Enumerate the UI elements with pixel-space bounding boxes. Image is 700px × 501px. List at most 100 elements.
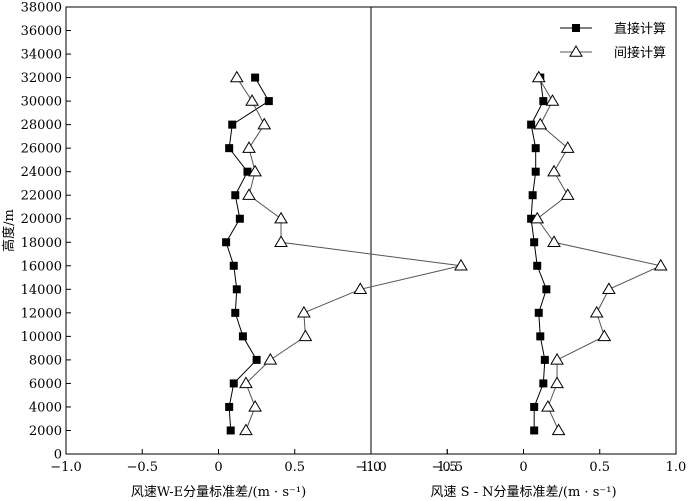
indirect-point bbox=[653, 258, 668, 271]
x-axis-label: 风速W-E分量标准差/(m · s⁻¹) bbox=[131, 485, 306, 500]
indirect-point bbox=[239, 423, 253, 436]
indirect-point bbox=[454, 258, 468, 271]
indirect-point bbox=[589, 305, 604, 318]
direct-point bbox=[238, 332, 247, 341]
y-tick-label: 0 bbox=[54, 448, 62, 463]
indirect-point bbox=[257, 117, 272, 130]
indirect-point bbox=[298, 329, 313, 342]
indirect-point bbox=[263, 352, 278, 365]
indirect-point bbox=[550, 376, 564, 389]
y-tick-label: 18000 bbox=[21, 236, 62, 251]
series-line-direct bbox=[225, 77, 270, 431]
y-tick-label: 38000 bbox=[21, 1, 62, 16]
direct-point bbox=[252, 355, 261, 364]
direct-point bbox=[226, 426, 235, 435]
series-line-indirect bbox=[236, 77, 462, 431]
y-tick-label: 22000 bbox=[21, 189, 62, 204]
indirect-point bbox=[560, 188, 575, 200]
direct-point bbox=[527, 214, 536, 223]
indirect-point bbox=[274, 235, 288, 247]
x-tick-label: 1.0 bbox=[361, 460, 382, 475]
series-line-direct bbox=[530, 77, 547, 431]
y-tick-label: 34000 bbox=[21, 48, 62, 63]
x-tick-label: 0 bbox=[214, 460, 222, 475]
y-tick-label: 36000 bbox=[21, 24, 62, 39]
direct-point bbox=[231, 191, 240, 200]
direct-point bbox=[222, 238, 231, 247]
y-tick-label: 12000 bbox=[21, 306, 62, 321]
direct-point bbox=[228, 120, 237, 129]
direct-point bbox=[531, 167, 540, 176]
direct-point bbox=[531, 144, 540, 153]
direct-point bbox=[229, 261, 238, 270]
indirect-point bbox=[551, 423, 566, 436]
indirect-point bbox=[545, 94, 560, 106]
x-tick-label: 0 bbox=[519, 460, 527, 475]
direct-point bbox=[225, 402, 234, 411]
indirect-point bbox=[541, 399, 555, 412]
indirect-point bbox=[297, 305, 311, 318]
direct-point bbox=[534, 308, 543, 317]
x-tick-label: −0.5 bbox=[431, 460, 463, 475]
direct-point bbox=[251, 73, 260, 82]
indirect-point bbox=[547, 235, 561, 247]
y-tick-label: 20000 bbox=[21, 212, 62, 227]
y-tick-label: 26000 bbox=[21, 142, 62, 157]
x-tick-label: −0.5 bbox=[126, 460, 158, 475]
direct-point bbox=[231, 308, 240, 317]
y-tick-label: 30000 bbox=[21, 95, 62, 110]
direct-point bbox=[235, 214, 244, 223]
indirect-point bbox=[602, 282, 616, 295]
indirect-point bbox=[242, 141, 256, 153]
direct-point bbox=[540, 355, 549, 364]
x-tick-label: 0.5 bbox=[589, 460, 610, 475]
x-tick-label: −1.0 bbox=[50, 460, 82, 475]
indirect-point bbox=[248, 399, 262, 412]
direct-point bbox=[533, 261, 542, 270]
direct-point bbox=[530, 426, 539, 435]
direct-point bbox=[528, 191, 537, 200]
indirect-point bbox=[531, 70, 546, 83]
x-axis-label: 风速 S - N分量标准差/(m · s⁻¹) bbox=[430, 485, 616, 500]
y-axis-label: 高度/m bbox=[1, 209, 17, 252]
y-tick-label: 6000 bbox=[29, 377, 62, 392]
indirect-point bbox=[248, 164, 262, 177]
legend-label-direct: 直接计算 bbox=[614, 21, 666, 37]
indirect-point bbox=[550, 352, 564, 365]
direct-point bbox=[225, 144, 234, 153]
direct-point bbox=[536, 332, 545, 341]
legend-label-indirect: 间接计算 bbox=[614, 45, 666, 61]
y-tick-label: 4000 bbox=[29, 400, 62, 415]
y-tick-label: 16000 bbox=[21, 259, 62, 274]
y-tick-label: 32000 bbox=[21, 71, 62, 86]
indirect-point bbox=[274, 211, 288, 224]
indirect-point bbox=[533, 117, 548, 130]
direct-point bbox=[229, 379, 238, 388]
indirect-point bbox=[597, 329, 612, 342]
y-tick-label: 14000 bbox=[21, 283, 62, 298]
indirect-point bbox=[560, 141, 575, 153]
direct-point bbox=[539, 97, 548, 106]
indirect-point bbox=[229, 70, 244, 83]
x-tick-label: 0.5 bbox=[284, 460, 305, 475]
y-tick-label: 28000 bbox=[21, 118, 62, 133]
indirect-point bbox=[242, 188, 256, 200]
series-line-indirect bbox=[536, 77, 663, 431]
direct-point bbox=[243, 167, 252, 176]
direct-point bbox=[264, 97, 273, 106]
direct-point bbox=[539, 379, 548, 388]
x-tick-label: 1.5 bbox=[437, 460, 458, 475]
x-tick-label: 1.0 bbox=[666, 460, 687, 475]
legend-marker-direct bbox=[572, 24, 580, 32]
y-tick-label: 24000 bbox=[21, 165, 62, 180]
y-tick-label: 10000 bbox=[21, 330, 62, 345]
x-tick-label: −1.0 bbox=[355, 460, 387, 475]
legend-marker-indirect bbox=[569, 45, 583, 57]
indirect-point bbox=[547, 164, 561, 177]
indirect-point bbox=[239, 376, 253, 389]
direct-point bbox=[542, 285, 551, 294]
direct-point bbox=[530, 402, 539, 411]
y-tick-label: 2000 bbox=[29, 424, 62, 439]
indirect-point bbox=[530, 211, 545, 224]
